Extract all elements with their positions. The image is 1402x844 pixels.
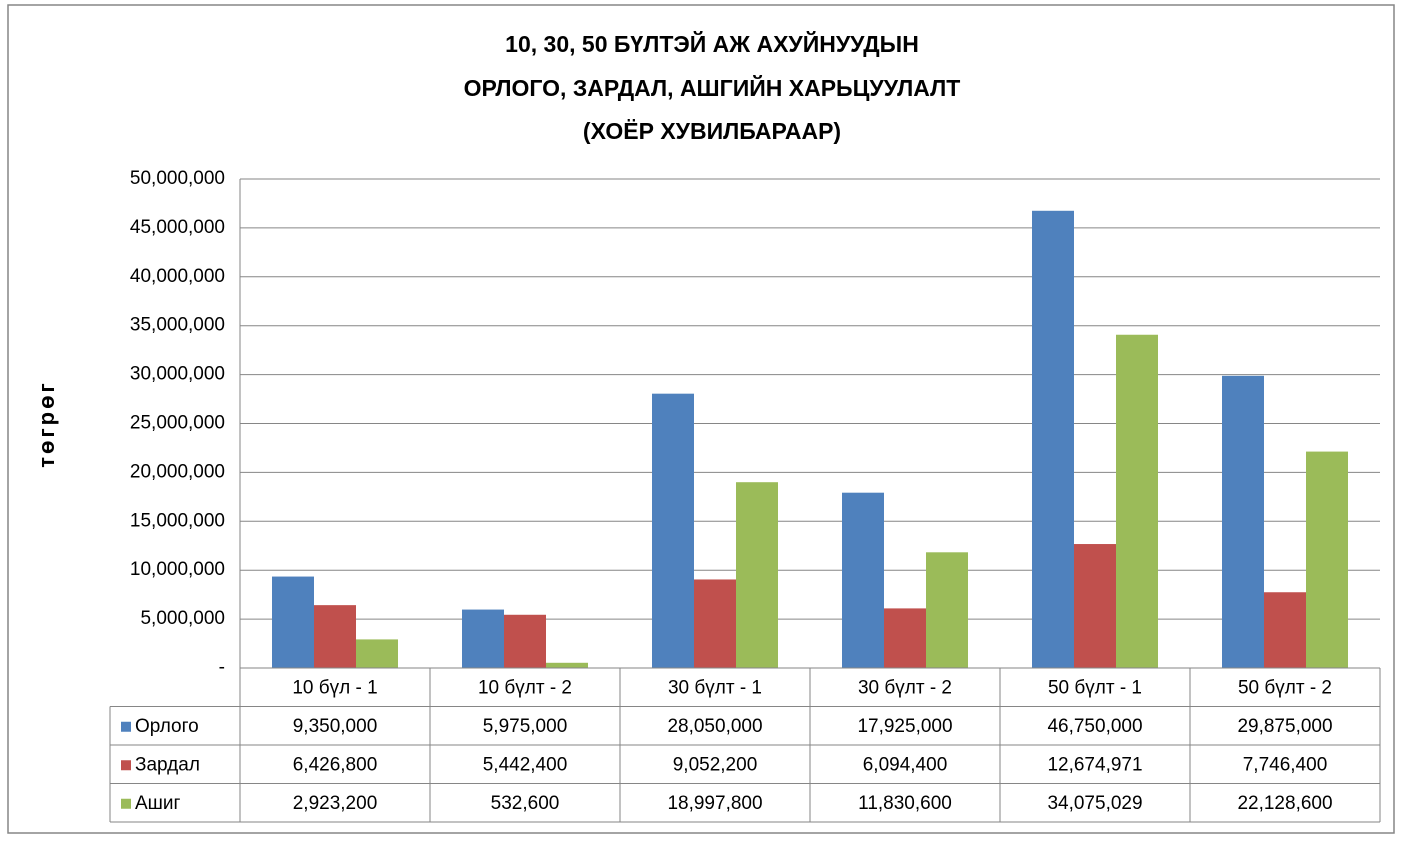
legend-label: Зардал [135, 754, 200, 775]
bar [926, 552, 968, 668]
bar [1032, 210, 1074, 668]
legend-key [121, 721, 131, 732]
x-tick-label: 50 бүлт - 2 [1238, 677, 1332, 698]
chart-title: (ХОЁР ХУВИЛБАРААР) [583, 118, 841, 144]
x-tick-label: 10 бүлт - 2 [478, 677, 572, 698]
table-value: 12,674,971 [1047, 754, 1142, 775]
y-tick-label: 35,000,000 [130, 315, 225, 336]
y-tick-label: 25,000,000 [130, 413, 225, 434]
x-tick-label: 50 бүлт - 1 [1048, 677, 1142, 698]
table-value: 29,875,000 [1237, 716, 1332, 737]
bar [1306, 451, 1348, 668]
legend-key [121, 760, 131, 771]
chart-border [7, 4, 1395, 834]
table-value: 6,426,800 [293, 754, 378, 775]
legend-key [121, 798, 131, 809]
chart-title: 10, 30, 50 БҮЛТЭЙ АЖ АХУЙНУУДЫН [505, 30, 919, 57]
y-axis-label: төгрөг [34, 380, 59, 467]
table-value: 5,975,000 [483, 716, 568, 737]
bar [842, 492, 884, 668]
x-tick-label: 30 бүлт - 1 [668, 677, 762, 698]
x-tick-label: 30 бүлт - 2 [858, 677, 952, 698]
y-tick-label: 30,000,000 [130, 364, 225, 385]
chart-title: ОРЛОГО, ЗАРДАЛ, АШГИЙН ХАРЬЦУУЛАЛТ [464, 74, 961, 101]
bar [1074, 544, 1116, 668]
bar [314, 605, 356, 668]
bar [1222, 375, 1264, 668]
table-value: 34,075,029 [1047, 793, 1142, 814]
bar [462, 609, 504, 668]
table-value: 6,094,400 [863, 754, 948, 775]
table-value: 46,750,000 [1047, 716, 1142, 737]
bar [736, 482, 778, 668]
table-value: 9,350,000 [293, 716, 378, 737]
table-value: 5,442,400 [483, 754, 568, 775]
bar [652, 393, 694, 668]
y-tick-label: 50,000,000 [130, 168, 225, 189]
table-value: 17,925,000 [857, 716, 952, 737]
y-tick-label: 15,000,000 [130, 510, 225, 531]
bar [884, 608, 926, 668]
y-tick-label: 5,000,000 [140, 608, 225, 629]
table-value: 2,923,200 [293, 793, 378, 814]
table-value: 28,050,000 [667, 716, 762, 737]
bar [546, 662, 588, 668]
y-tick-label: 40,000,000 [130, 266, 225, 287]
x-tick-label: 10 бүл - 1 [292, 677, 377, 698]
y-tick-label: - [219, 657, 225, 678]
bar [504, 614, 546, 668]
y-tick-label: 10,000,000 [130, 559, 225, 580]
table-value: 22,128,600 [1237, 793, 1332, 814]
bar [272, 576, 314, 668]
table-value: 11,830,600 [858, 793, 952, 814]
bar [356, 639, 398, 668]
bar [1116, 334, 1158, 668]
y-tick-label: 20,000,000 [130, 461, 225, 482]
table-value: 7,746,400 [1243, 754, 1328, 775]
bar [1264, 592, 1306, 668]
y-tick-label: 45,000,000 [130, 217, 225, 238]
legend-label: Орлого [135, 716, 199, 737]
table-value: 18,997,800 [667, 793, 762, 814]
table-value: 532,600 [491, 793, 560, 814]
legend-label: Ашиг [135, 793, 181, 814]
table-value: 9,052,200 [673, 754, 758, 775]
bar [694, 579, 736, 668]
